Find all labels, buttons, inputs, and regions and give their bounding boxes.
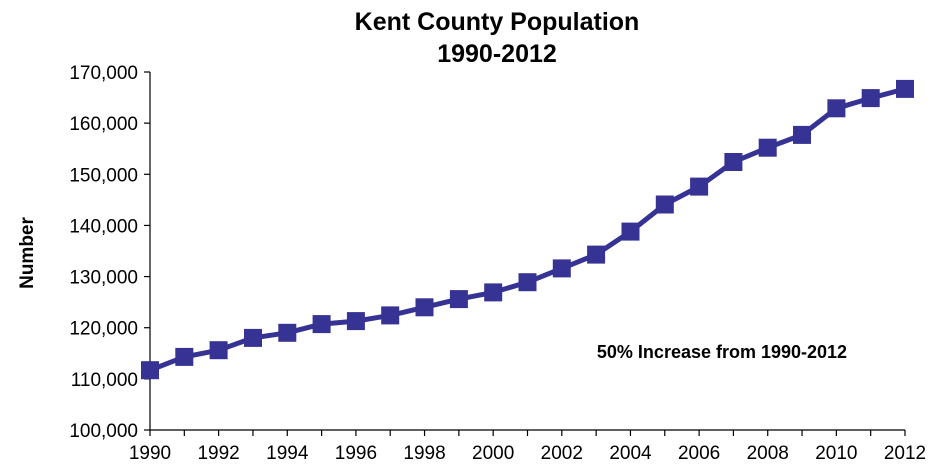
y-tick-label: 120,000 <box>69 319 138 340</box>
y-tick-label: 140,000 <box>69 216 138 237</box>
data-point-marker <box>552 259 571 278</box>
y-axis-ticks: 100,000 110,000 120,000 130,000 140,000 150,0… <box>69 63 150 442</box>
data-point-marker <box>793 125 811 144</box>
data-point-marker <box>346 312 365 331</box>
data-point-marker <box>621 222 640 241</box>
y-tick-label: 130,000 <box>69 268 138 289</box>
x-tick-label: 2010 <box>815 443 857 464</box>
data-point-marker <box>758 138 777 157</box>
data-point-marker <box>312 315 331 334</box>
x-tick-label: 1996 <box>335 443 377 464</box>
y-tick-label: 110,000 <box>71 370 138 391</box>
data-point-marker <box>449 290 468 309</box>
chart-title-line-2: 1990-2012 <box>437 40 557 68</box>
data-point-marker <box>244 328 262 347</box>
data-point-marker <box>724 153 743 171</box>
y-tick-label: 150,000 <box>69 165 138 186</box>
data-point-marker <box>484 283 503 302</box>
data-point-marker <box>141 361 159 380</box>
data-point-marker <box>896 79 914 98</box>
data-point-marker <box>587 245 606 264</box>
data-point-marker <box>827 99 846 118</box>
x-tick-label: 2008 <box>747 443 789 464</box>
data-point-marker <box>415 298 434 317</box>
x-tick-label: 1998 <box>403 443 445 464</box>
x-axis-ticks: 1990 1992 1994 1996 1998 2000 2002 2004 2006 2008… <box>129 430 926 464</box>
data-point-marker <box>175 347 194 366</box>
x-tick-label: 1990 <box>129 443 171 464</box>
y-axis-title: Number <box>17 217 38 289</box>
data-point-marker <box>518 273 537 292</box>
axes <box>149 72 905 431</box>
series-line <box>149 86 906 373</box>
y-tick-label: 100,000 <box>69 421 138 442</box>
chart-title-line-1: Kent County Population <box>355 8 640 36</box>
x-tick-label: 2004 <box>609 443 652 464</box>
data-point-marker <box>690 177 709 196</box>
y-tick-label: 160,000 <box>69 114 138 135</box>
data-point-marker <box>861 89 880 108</box>
x-tick-label: 2006 <box>678 443 720 464</box>
data-point-marker <box>381 306 400 325</box>
x-tick-label: 2000 <box>472 443 514 464</box>
x-tick-label: 2012 <box>884 443 926 464</box>
data-point-marker <box>209 341 228 360</box>
data-point-marker <box>655 195 674 214</box>
population-series <box>141 79 914 380</box>
x-tick-label: 2002 <box>541 443 583 464</box>
data-point-marker <box>278 323 297 342</box>
y-tick-label: 170,000 <box>69 63 138 84</box>
x-tick-label: 1994 <box>266 443 309 464</box>
x-tick-label: 1992 <box>197 443 239 464</box>
increase-annotation: 50% Increase from 1990-2012 <box>597 342 847 362</box>
